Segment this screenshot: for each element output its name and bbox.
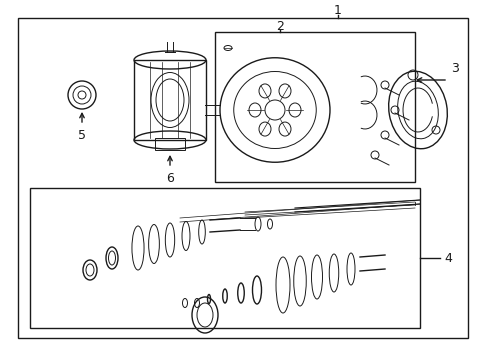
- Bar: [18, 18, 467, 338]
- Text: 1: 1: [333, 4, 341, 17]
- Bar: [215, 32, 414, 182]
- Bar: [30, 188, 419, 328]
- Text: 4: 4: [443, 252, 451, 265]
- Text: 3: 3: [450, 62, 458, 75]
- Text: 5: 5: [78, 129, 86, 141]
- Text: 2: 2: [276, 19, 284, 32]
- Text: 6: 6: [166, 171, 174, 185]
- Bar: [155, 138, 184, 150]
- Bar: [134, 60, 205, 140]
